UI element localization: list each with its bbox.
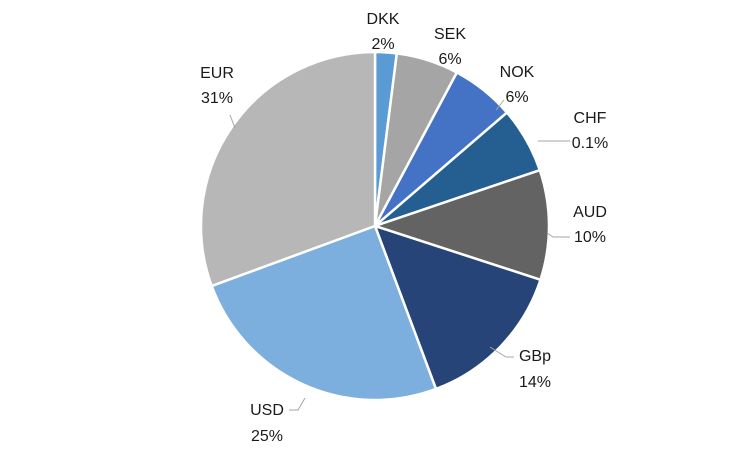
slice-name-aud: AUD — [573, 204, 607, 221]
leader-line-eur — [229, 114, 236, 129]
leader-lines — [229, 99, 570, 411]
leader-line-aud — [546, 232, 570, 238]
slice-name-gbp: GBp — [519, 348, 551, 365]
slice-name-chf: CHF — [574, 110, 607, 127]
slice-percent-aud: 10% — [574, 229, 606, 246]
pie-slice-usd — [210, 224, 438, 402]
pie-slice-gbp — [372, 224, 543, 391]
slice-name-eur: EUR — [200, 65, 234, 82]
slice-percent-eur: 31% — [201, 90, 233, 107]
leader-line-usd — [289, 397, 306, 411]
pie-slice-aud — [371, 168, 551, 282]
slice-percent-dkk: 2% — [371, 36, 394, 53]
leader-line-nok — [495, 99, 505, 111]
slice-percent-gbp: 14% — [519, 374, 551, 391]
slice-name-sek: SEK — [434, 26, 466, 43]
pie-slice-eur — [199, 50, 377, 288]
slice-percent-nok: 6% — [505, 89, 528, 106]
leader-line-gbp — [489, 346, 514, 358]
slice-percent-sek: 6% — [438, 51, 461, 68]
slice-name-dkk: DKK — [367, 11, 400, 28]
slice-labels: DKK 2% SEK 6% NOK 6% CHF 0.1% AUD 10% GBp 14% USD 25%… — [200, 11, 608, 445]
slice-percent-chf: 0.1% — [572, 135, 608, 152]
slice-percent-usd: 25% — [251, 428, 283, 445]
slice-name-usd: USD — [250, 402, 284, 419]
slice-name-nok: NOK — [500, 64, 535, 81]
pie-slices — [199, 50, 551, 402]
